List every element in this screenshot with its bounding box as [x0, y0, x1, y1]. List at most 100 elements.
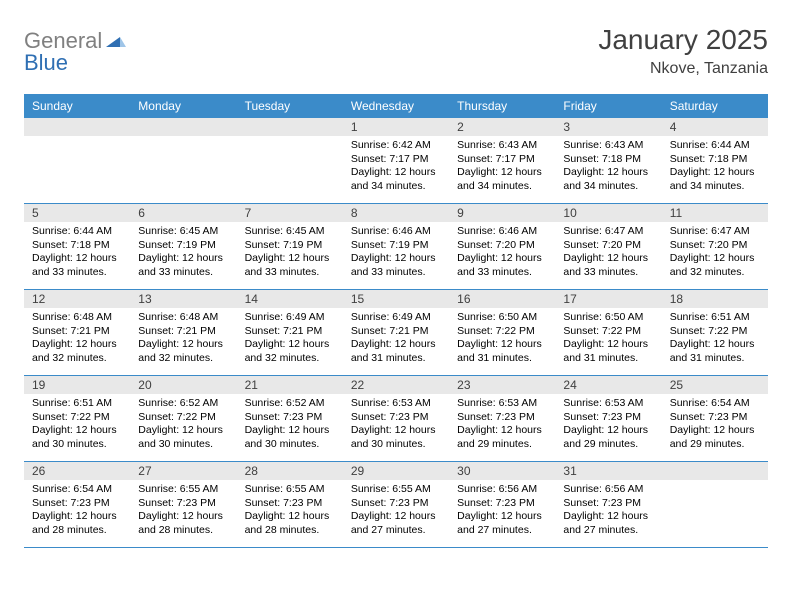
- day-details: Sunrise: 6:54 AMSunset: 7:23 PMDaylight:…: [662, 394, 768, 452]
- day-detail-line: Daylight: 12 hours: [138, 510, 228, 524]
- calendar-cell: 31Sunrise: 6:56 AMSunset: 7:23 PMDayligh…: [555, 462, 661, 548]
- day-number: 26: [24, 462, 130, 480]
- day-detail-line: and 31 minutes.: [563, 352, 653, 366]
- day-detail-line: Sunrise: 6:42 AM: [351, 139, 441, 153]
- calendar-cell: [130, 118, 236, 204]
- day-details: Sunrise: 6:52 AMSunset: 7:23 PMDaylight:…: [237, 394, 343, 452]
- day-detail-line: Sunset: 7:22 PM: [457, 325, 547, 339]
- day-detail-line: Daylight: 12 hours: [245, 252, 335, 266]
- day-details: Sunrise: 6:43 AMSunset: 7:17 PMDaylight:…: [449, 136, 555, 194]
- day-detail-line: and 33 minutes.: [32, 266, 122, 280]
- header: General January 2025 Nkove, Tanzania: [24, 24, 768, 78]
- calendar-cell: 25Sunrise: 6:54 AMSunset: 7:23 PMDayligh…: [662, 376, 768, 462]
- day-details: Sunrise: 6:49 AMSunset: 7:21 PMDaylight:…: [237, 308, 343, 366]
- day-number: 5: [24, 204, 130, 222]
- calendar-cell: 5Sunrise: 6:44 AMSunset: 7:18 PMDaylight…: [24, 204, 130, 290]
- logo-blue-wrap: Blue: [24, 50, 68, 76]
- day-detail-line: Sunset: 7:23 PM: [563, 497, 653, 511]
- day-detail-line: Daylight: 12 hours: [351, 252, 441, 266]
- day-header-cell: Wednesday: [343, 94, 449, 118]
- day-detail-line: Sunrise: 6:45 AM: [245, 225, 335, 239]
- day-detail-line: Sunrise: 6:52 AM: [138, 397, 228, 411]
- day-detail-line: Daylight: 12 hours: [563, 252, 653, 266]
- day-detail-line: Sunrise: 6:44 AM: [670, 139, 760, 153]
- calendar-week: 12Sunrise: 6:48 AMSunset: 7:21 PMDayligh…: [24, 290, 768, 376]
- calendar-cell: 23Sunrise: 6:53 AMSunset: 7:23 PMDayligh…: [449, 376, 555, 462]
- day-detail-line: and 32 minutes.: [245, 352, 335, 366]
- day-details: Sunrise: 6:55 AMSunset: 7:23 PMDaylight:…: [343, 480, 449, 538]
- day-details: Sunrise: 6:47 AMSunset: 7:20 PMDaylight:…: [662, 222, 768, 280]
- day-detail-line: and 32 minutes.: [138, 352, 228, 366]
- day-details: Sunrise: 6:44 AMSunset: 7:18 PMDaylight:…: [662, 136, 768, 194]
- day-number: 30: [449, 462, 555, 480]
- day-detail-line: Sunrise: 6:49 AM: [351, 311, 441, 325]
- day-detail-line: Sunset: 7:23 PM: [563, 411, 653, 425]
- day-detail-line: Sunrise: 6:45 AM: [138, 225, 228, 239]
- calendar: SundayMondayTuesdayWednesdayThursdayFrid…: [24, 94, 768, 548]
- calendar-cell: 30Sunrise: 6:56 AMSunset: 7:23 PMDayligh…: [449, 462, 555, 548]
- calendar-cell: 29Sunrise: 6:55 AMSunset: 7:23 PMDayligh…: [343, 462, 449, 548]
- day-detail-line: and 33 minutes.: [138, 266, 228, 280]
- day-detail-line: Sunset: 7:21 PM: [351, 325, 441, 339]
- day-number: 16: [449, 290, 555, 308]
- day-detail-line: and 33 minutes.: [457, 266, 547, 280]
- day-detail-line: and 31 minutes.: [670, 352, 760, 366]
- day-detail-line: Sunrise: 6:55 AM: [351, 483, 441, 497]
- day-detail-line: Sunrise: 6:53 AM: [457, 397, 547, 411]
- calendar-cell: 17Sunrise: 6:50 AMSunset: 7:22 PMDayligh…: [555, 290, 661, 376]
- day-number: 17: [555, 290, 661, 308]
- day-detail-line: Sunset: 7:23 PM: [138, 497, 228, 511]
- calendar-cell: 19Sunrise: 6:51 AMSunset: 7:22 PMDayligh…: [24, 376, 130, 462]
- day-detail-line: Sunrise: 6:47 AM: [563, 225, 653, 239]
- day-detail-line: and 27 minutes.: [563, 524, 653, 538]
- logo-text-blue: Blue: [24, 50, 68, 75]
- day-number: 2: [449, 118, 555, 136]
- day-detail-line: and 30 minutes.: [351, 438, 441, 452]
- day-details: Sunrise: 6:46 AMSunset: 7:19 PMDaylight:…: [343, 222, 449, 280]
- calendar-cell: 7Sunrise: 6:45 AMSunset: 7:19 PMDaylight…: [237, 204, 343, 290]
- calendar-week: 26Sunrise: 6:54 AMSunset: 7:23 PMDayligh…: [24, 462, 768, 548]
- day-detail-line: Daylight: 12 hours: [563, 166, 653, 180]
- day-detail-line: Sunset: 7:19 PM: [351, 239, 441, 253]
- day-detail-line: Sunset: 7:23 PM: [670, 411, 760, 425]
- day-detail-line: and 30 minutes.: [138, 438, 228, 452]
- day-number: 3: [555, 118, 661, 136]
- day-detail-line: Daylight: 12 hours: [32, 510, 122, 524]
- day-detail-line: Daylight: 12 hours: [670, 424, 760, 438]
- day-details: Sunrise: 6:56 AMSunset: 7:23 PMDaylight:…: [449, 480, 555, 538]
- day-detail-line: Daylight: 12 hours: [563, 338, 653, 352]
- day-detail-line: Daylight: 12 hours: [351, 510, 441, 524]
- calendar-cell: [662, 462, 768, 548]
- calendar-week: 5Sunrise: 6:44 AMSunset: 7:18 PMDaylight…: [24, 204, 768, 290]
- day-detail-line: Sunset: 7:22 PM: [563, 325, 653, 339]
- day-detail-line: Sunrise: 6:49 AM: [245, 311, 335, 325]
- calendar-cell: 2Sunrise: 6:43 AMSunset: 7:17 PMDaylight…: [449, 118, 555, 204]
- day-detail-line: Sunset: 7:21 PM: [32, 325, 122, 339]
- day-detail-line: Sunrise: 6:56 AM: [563, 483, 653, 497]
- day-detail-line: Sunrise: 6:48 AM: [32, 311, 122, 325]
- day-detail-line: Daylight: 12 hours: [457, 424, 547, 438]
- calendar-cell: [237, 118, 343, 204]
- calendar-cell: 6Sunrise: 6:45 AMSunset: 7:19 PMDaylight…: [130, 204, 236, 290]
- day-detail-line: Daylight: 12 hours: [138, 424, 228, 438]
- day-details: Sunrise: 6:46 AMSunset: 7:20 PMDaylight:…: [449, 222, 555, 280]
- day-detail-line: and 33 minutes.: [563, 266, 653, 280]
- day-header-cell: Thursday: [449, 94, 555, 118]
- calendar-day-header: SundayMondayTuesdayWednesdayThursdayFrid…: [24, 94, 768, 118]
- day-detail-line: Daylight: 12 hours: [670, 252, 760, 266]
- day-detail-line: Sunrise: 6:55 AM: [138, 483, 228, 497]
- day-number: [130, 118, 236, 136]
- day-detail-line: Sunset: 7:23 PM: [457, 497, 547, 511]
- day-detail-line: Daylight: 12 hours: [563, 424, 653, 438]
- day-detail-line: Sunrise: 6:52 AM: [245, 397, 335, 411]
- day-details: Sunrise: 6:42 AMSunset: 7:17 PMDaylight:…: [343, 136, 449, 194]
- day-detail-line: Daylight: 12 hours: [563, 510, 653, 524]
- calendar-week: 1Sunrise: 6:42 AMSunset: 7:17 PMDaylight…: [24, 118, 768, 204]
- day-detail-line: Daylight: 12 hours: [670, 166, 760, 180]
- calendar-cell: [24, 118, 130, 204]
- day-number: 28: [237, 462, 343, 480]
- day-detail-line: and 29 minutes.: [563, 438, 653, 452]
- day-detail-line: Daylight: 12 hours: [351, 166, 441, 180]
- day-detail-line: Sunset: 7:20 PM: [563, 239, 653, 253]
- day-detail-line: and 34 minutes.: [670, 180, 760, 194]
